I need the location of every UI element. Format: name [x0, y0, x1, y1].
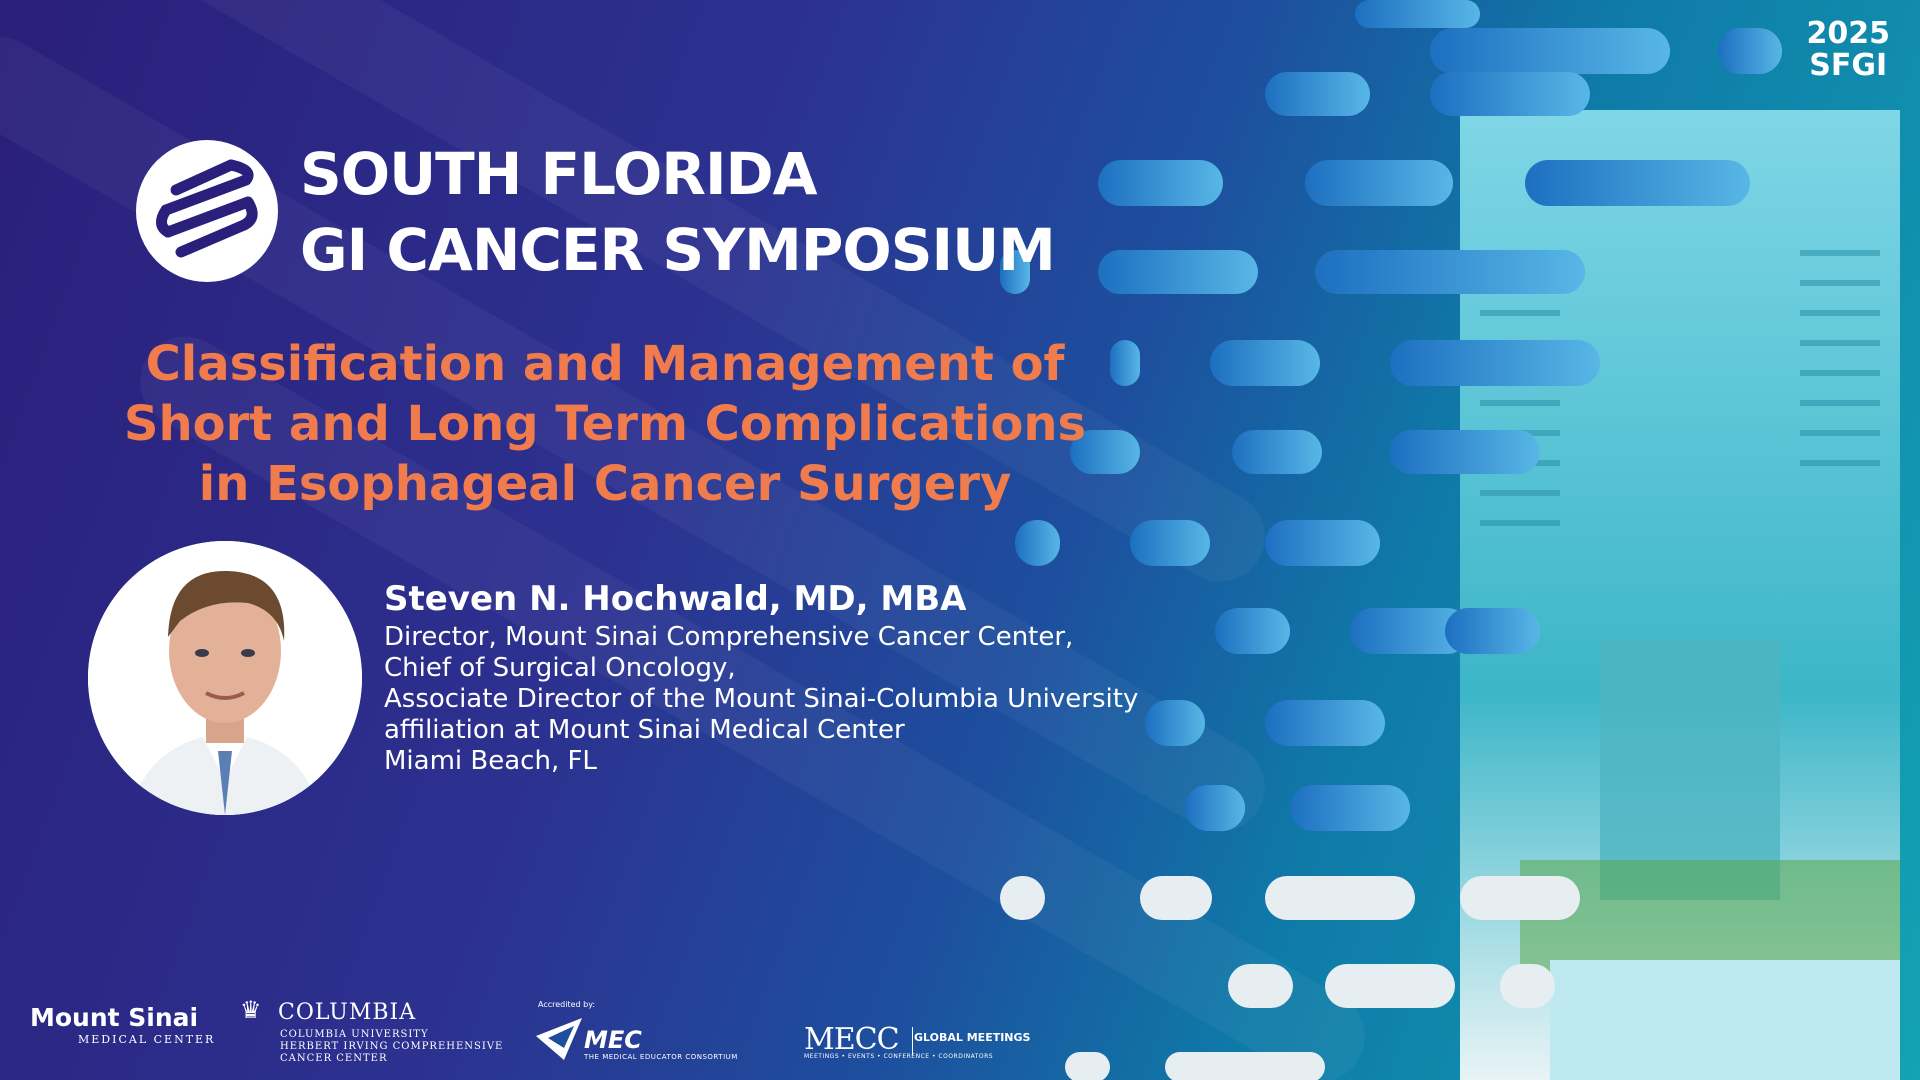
- symposium-logo: [136, 140, 278, 282]
- year-badge: 2025 SFGI: [1807, 18, 1891, 82]
- hotel-building: [1460, 110, 1900, 1080]
- talk-title-line3: in Esophageal Cancer Surgery: [198, 456, 1012, 512]
- symposium-title: SOUTH FLORIDA GI CANCER SYMPOSIUM: [300, 136, 1056, 288]
- mecc-subtitle: MEETINGS • EVENTS • CONFERENCE • COORDIN…: [804, 1053, 994, 1060]
- mount-sinai-subtitle: MEDICAL CENTER: [78, 1033, 216, 1046]
- mecc-divider: [912, 1027, 913, 1055]
- mecc-global-meetings: GLOBAL MEETINGS: [914, 1031, 1031, 1044]
- speaker-photo: [88, 541, 362, 815]
- talk-title-line2: Short and Long Term Complications: [123, 396, 1087, 452]
- symposium-title-line2: GI CANCER SYMPOSIUM: [300, 216, 1056, 284]
- columbia-subtitle: COLUMBIA UNIVERSITY HERBERT IRVING COMPR…: [280, 1029, 503, 1065]
- mount-sinai-logo: Mount Sinai: [30, 1003, 199, 1032]
- decorative-pills-light: [1000, 876, 1580, 1080]
- speaker-line-3: Associate Director of the Mount Sinai-Co…: [384, 684, 1139, 714]
- columbia-sub-line1: COLUMBIA UNIVERSITY: [280, 1029, 429, 1040]
- mec-triangle-icon: [536, 1018, 582, 1060]
- speaker-line-2: Chief of Surgical Oncology,: [384, 653, 736, 683]
- mec-logo: MEC: [584, 1026, 642, 1054]
- speaker-line-1: Director, Mount Sinai Comprehensive Canc…: [384, 622, 1074, 652]
- talk-title: Classification and Management of Short a…: [80, 334, 1130, 514]
- symposium-title-line1: SOUTH FLORIDA: [300, 140, 818, 208]
- talk-title-line1: Classification and Management of: [145, 336, 1065, 392]
- speaker-line-5: Miami Beach, FL: [384, 746, 597, 776]
- mec-accredited-label: Accredited by:: [538, 1000, 596, 1009]
- crown-icon: ♛: [240, 996, 262, 1024]
- decorative-pills: [1000, 0, 1782, 831]
- intestine-icon: [156, 159, 258, 258]
- mec-subtitle: THE MEDICAL EDUCATOR CONSORTIUM: [584, 1053, 738, 1061]
- columbia-logo: COLUMBIA: [278, 1000, 417, 1025]
- speaker-line-4: affiliation at Mount Sinai Medical Cente…: [384, 715, 905, 745]
- year-text: 2025: [1806, 16, 1891, 51]
- speaker-affiliation: Director, Mount Sinai Comprehensive Canc…: [384, 622, 1138, 777]
- mecc-logo: MECC: [804, 1022, 900, 1057]
- speaker-name: Steven N. Hochwald, MD, MBA: [384, 579, 967, 619]
- columbia-sub-line2: HERBERT IRVING COMPREHENSIVE: [280, 1041, 504, 1052]
- columbia-sub-line3: CANCER CENTER: [280, 1053, 388, 1064]
- acronym-text: SFGI: [1809, 48, 1888, 83]
